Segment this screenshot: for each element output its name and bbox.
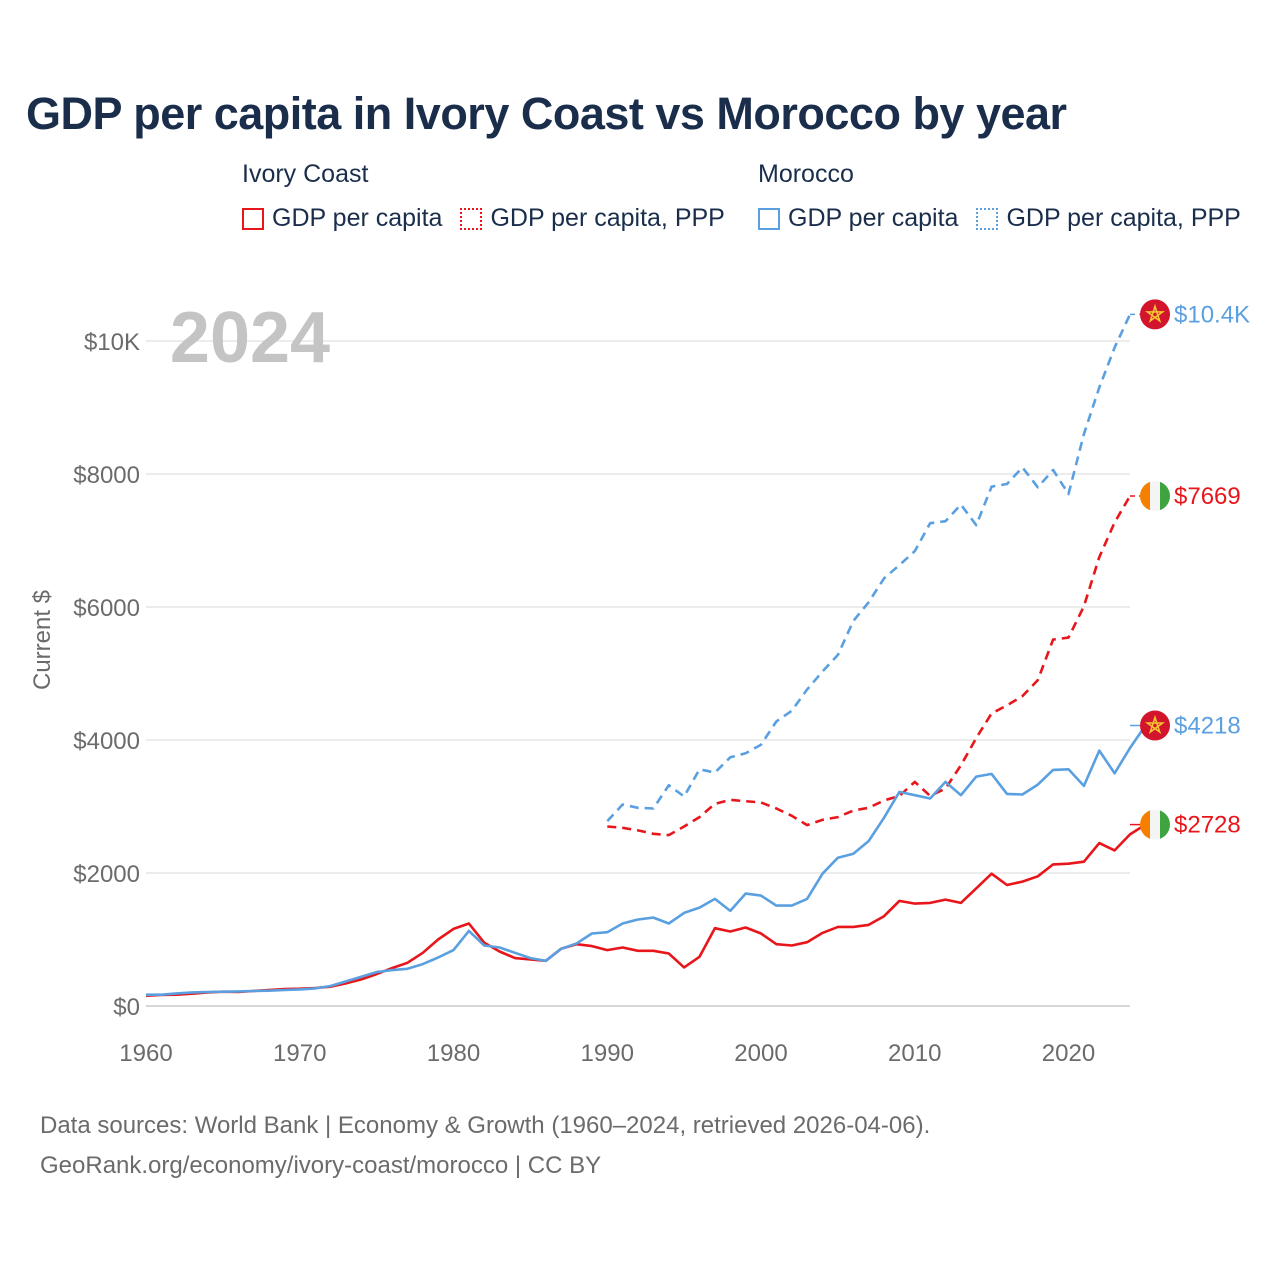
series-line-morocco-ppp <box>606 313 1132 822</box>
morocco-flag-icon <box>1140 710 1170 741</box>
legend-group-title: Morocco <box>758 160 854 188</box>
ivory-coast-flag-icon <box>1140 481 1170 512</box>
source-note: Data sources: World Bank | Economy & Gro… <box>40 1106 930 1186</box>
end-value-label: $4218 <box>1174 713 1241 740</box>
y-axis-label: Current $ <box>29 590 56 690</box>
y-tick-label: $8000 <box>73 462 140 489</box>
legend-item-ivory-gdp[interactable]: GDP per capita <box>242 204 442 233</box>
legend-item-label: GDP per capita <box>788 204 959 232</box>
legend-item-morocco-gdp[interactable]: GDP per capita <box>758 204 958 233</box>
legend-item-label: GDP per capita, PPP <box>1006 204 1241 232</box>
grid-layer: $0 $2000 $4000 $6000 $8000 $10K 1960 1970 1980 19… <box>73 329 1130 1067</box>
series-layer <box>145 313 1147 997</box>
legend-group-ivory-coast: Ivory Coast GDP per capita GDP per capit… <box>242 160 725 233</box>
y-tick-label: $0 <box>113 994 140 1021</box>
source-line-2[interactable]: GeoRank.org/economy/ivory-coast/morocco … <box>40 1152 602 1179</box>
legend-group-title: Ivory Coast <box>242 160 369 188</box>
x-tick-label: 1960 <box>119 1040 172 1067</box>
chart-title: GDP per capita in Ivory Coast vs Morocco… <box>26 88 1067 139</box>
legend-group-morocco: Morocco GDP per capita GDP per capita, P… <box>758 160 1241 233</box>
end-layer: $10.4K $7669 $4218 $2728 <box>1130 299 1250 840</box>
line-chart: $0 $2000 $4000 $6000 $8000 $10K 1960 1970 1980 19… <box>29 298 1250 1067</box>
y-tick-label: $10K <box>84 329 140 356</box>
y-tick-label: $6000 <box>73 595 140 622</box>
legend-item-ivory-ppp[interactable]: GDP per capita, PPP <box>460 204 725 233</box>
legend-item-morocco-ppp[interactable]: GDP per capita, PPP <box>976 204 1241 233</box>
x-tick-label: 1970 <box>273 1040 326 1067</box>
legend-swatch-dotted-icon <box>460 207 483 230</box>
x-tick-label: 2010 <box>888 1040 941 1067</box>
x-tick-label: 2000 <box>734 1040 787 1067</box>
legend-swatch-solid-icon <box>758 207 780 230</box>
y-tick-label: $2000 <box>73 861 140 888</box>
source-line-1: Data sources: World Bank | Economy & Gro… <box>40 1112 931 1139</box>
end-value-label: $7669 <box>1174 483 1241 510</box>
end-value-label: $10.4K <box>1174 301 1250 328</box>
legend-item-label: GDP per capita, PPP <box>490 204 725 232</box>
x-tick-label: 1990 <box>581 1040 634 1067</box>
x-tick-label: 1980 <box>427 1040 480 1067</box>
morocco-flag-icon <box>1140 299 1170 330</box>
year-watermark: 2024 <box>170 298 330 378</box>
series-line-morocco-gdp <box>146 724 1147 997</box>
legend-swatch-dotted-icon <box>976 207 999 230</box>
y-tick-label: $4000 <box>73 728 140 755</box>
series-line-ivory-gdp <box>145 823 1147 997</box>
legend-swatch-solid-icon <box>242 207 264 230</box>
end-value-label: $2728 <box>1174 812 1241 839</box>
x-tick-label: 2020 <box>1042 1040 1095 1067</box>
series-line-ivory-ppp <box>607 495 1132 837</box>
legend-item-label: GDP per capita <box>272 204 443 232</box>
ivory-coast-flag-icon <box>1140 809 1170 840</box>
